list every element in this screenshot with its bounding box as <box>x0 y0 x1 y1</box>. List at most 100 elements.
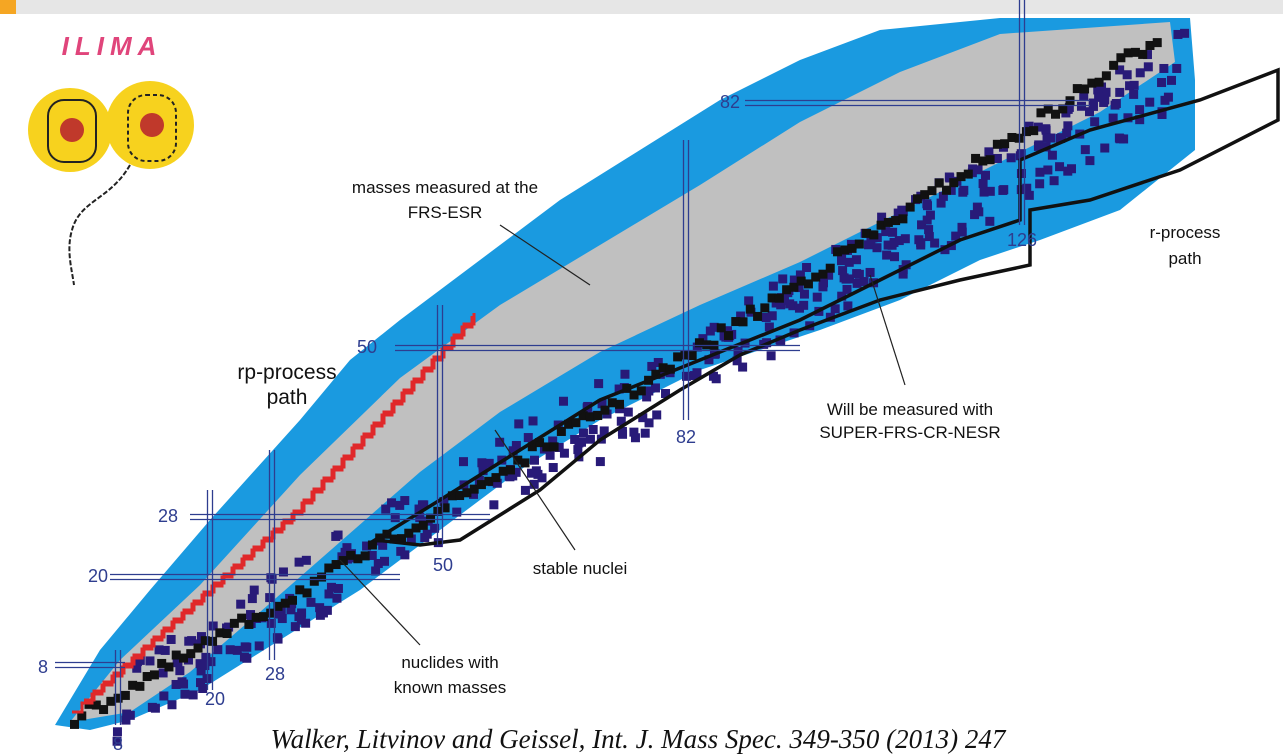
stable-nuclide <box>171 650 181 660</box>
stable-nuclide <box>753 311 763 321</box>
stable-nuclide <box>186 649 196 659</box>
measured-nuclide <box>1135 115 1145 125</box>
measured-nuclide <box>883 240 893 250</box>
measured-nuclide <box>196 666 206 676</box>
measured-nuclide <box>236 599 246 609</box>
measured-nuclide <box>594 379 604 389</box>
measured-nuclide <box>946 185 956 195</box>
measured-nuclide <box>145 656 155 666</box>
measured-nuclide <box>1115 87 1125 97</box>
stable-nuclide <box>745 304 755 314</box>
measured-nuclide <box>1033 122 1043 132</box>
measured-nuclide <box>381 504 391 514</box>
measured-nuclide <box>206 657 216 667</box>
measured-nuclide <box>1094 92 1104 102</box>
known-region <box>70 22 1175 722</box>
measured-nuclide <box>213 645 223 655</box>
stable-nuclide <box>673 352 683 362</box>
measured-nuclide <box>897 205 907 215</box>
measured-nuclide <box>322 605 332 615</box>
measured-nuclide <box>599 426 609 436</box>
measured-nuclide <box>208 621 218 631</box>
citation: Walker, Litvinov and Geissel, Int. J. Ma… <box>271 724 1007 754</box>
measured-nuclide <box>1160 95 1170 105</box>
measured-nuclide <box>160 645 170 655</box>
stable-nuclide <box>273 601 283 611</box>
magic-number: 8 <box>38 657 48 677</box>
measured-nuclide <box>1143 62 1153 72</box>
measured-nuclide <box>390 513 400 523</box>
measured-nuclide <box>147 702 157 712</box>
stable-nuclide <box>556 426 566 436</box>
stable-nuclide <box>99 705 109 715</box>
measured-nuclide <box>767 311 777 321</box>
measured-nuclide <box>548 436 558 446</box>
stable-nuclide <box>782 285 792 295</box>
stable-nuclide <box>789 282 799 292</box>
stable-nuclide <box>491 473 501 483</box>
measured-nuclide <box>894 236 904 246</box>
label: FRS-ESR <box>408 203 483 222</box>
stable-nuclide <box>1138 49 1148 59</box>
measured-nuclide <box>529 455 539 465</box>
stable-nuclide <box>963 169 973 179</box>
stable-nuclide <box>651 369 661 379</box>
measured-nuclide <box>999 185 1009 195</box>
measured-nuclide <box>830 304 840 314</box>
measured-nuclide <box>779 296 789 306</box>
measured-nuclide <box>708 371 718 381</box>
measured-nuclide <box>859 277 869 287</box>
stable-nuclide <box>942 185 951 195</box>
measured-nuclide <box>900 234 910 244</box>
measured-nuclide <box>623 407 633 417</box>
magic-number: 20 <box>88 566 108 586</box>
stable-nuclide <box>106 696 116 706</box>
stable-nuclide <box>1101 71 1111 81</box>
stable-nuclide <box>585 412 595 422</box>
stable-nuclide <box>825 263 835 273</box>
measured-nuclide <box>1157 78 1167 88</box>
measured-nuclide <box>200 661 210 671</box>
measured-nuclide <box>768 281 778 291</box>
measured-nuclide <box>795 270 805 280</box>
measured-nuclide <box>478 466 488 476</box>
measured-nuclide <box>1090 117 1100 127</box>
measured-nuclide <box>616 416 626 426</box>
measured-nuclide <box>154 645 164 655</box>
measured-nuclide <box>159 691 169 701</box>
measured-nuclide <box>276 606 286 616</box>
measured-nuclide <box>843 301 853 311</box>
measured-nuclide <box>1006 153 1016 163</box>
measured-nuclide <box>644 386 654 396</box>
measured-nuclide <box>789 275 799 285</box>
measured-nuclide <box>400 550 410 560</box>
measured-nuclide <box>240 642 250 652</box>
stable-nuclide <box>506 465 515 475</box>
measured-nuclide <box>771 298 781 308</box>
measured-nuclide <box>1064 102 1074 112</box>
measured-nuclide <box>315 603 325 613</box>
stable-nuclide <box>258 612 268 622</box>
stable-nuclide <box>716 323 726 333</box>
stable-nuclide <box>971 153 981 163</box>
measured-nuclide <box>1041 124 1051 134</box>
measured-nuclide <box>452 507 462 517</box>
measured-nuclide <box>387 498 397 508</box>
measured-nuclide <box>419 500 429 510</box>
measured-nuclide <box>495 437 505 447</box>
stable-nuclide <box>956 172 966 182</box>
measured-nuclide <box>1043 165 1053 175</box>
stable-nuclide <box>702 340 712 350</box>
measured-nuclide <box>167 700 177 710</box>
measured-nuclide <box>1097 82 1107 92</box>
measured-nuclide <box>766 351 776 361</box>
measured-nuclide <box>324 589 334 599</box>
measured-nuclide <box>286 605 296 615</box>
measured-nuclide <box>872 243 882 253</box>
magic-number: 50 <box>357 337 377 357</box>
stable-nuclide <box>251 612 261 622</box>
stable-nuclide <box>527 442 537 452</box>
stable-nuclide <box>1080 84 1090 94</box>
stable-nuclide <box>1116 53 1126 63</box>
measured-nuclide <box>578 428 588 438</box>
